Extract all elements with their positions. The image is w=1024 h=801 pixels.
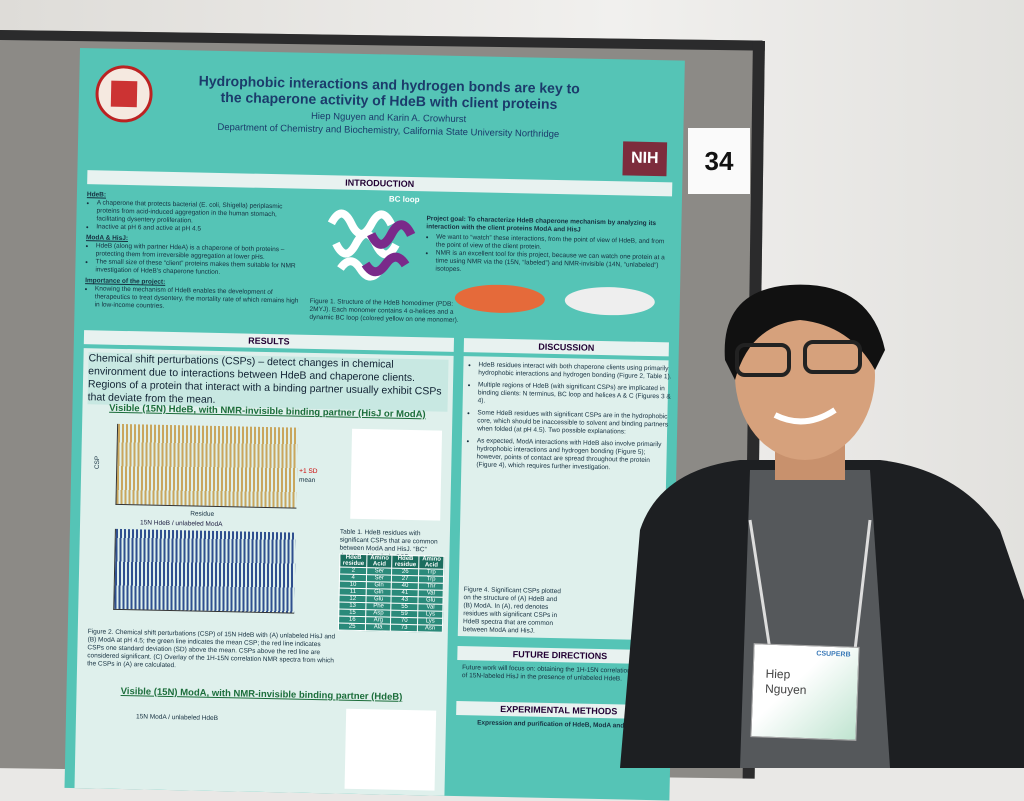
panel-label: 15N HdeB / unlabeled ModA xyxy=(139,519,223,529)
client-structures xyxy=(454,284,655,316)
figure-caption: Figure 2. Chemical shift perturbations (… xyxy=(87,628,336,670)
axis-label: CSP xyxy=(93,455,102,470)
badge-event: CSUPERB xyxy=(816,650,851,659)
table-header-cell: HdeB residue xyxy=(339,554,368,568)
table-header-cell: HdeB residue xyxy=(391,555,420,569)
photo: 34 Hydrophobic interactions and hydrogen… xyxy=(0,0,1024,768)
name-badge: CSUPERB Hiep Nguyen xyxy=(750,643,860,741)
sd-label: +1 SD xyxy=(299,467,318,476)
intro-text: HdeB:A chaperone that protects bacterial… xyxy=(85,188,307,314)
poster: Hydrophobic interactions and hydrogen bo… xyxy=(64,48,685,801)
figure-caption: Figure 1. Structure of the HdeB homodime… xyxy=(309,297,459,324)
csp-table: HdeB residue Amino Acid HdeB residue Amino … xyxy=(338,554,445,633)
structure-label: BC loop xyxy=(388,194,420,205)
intro-list: A chaperone that protects bacterial (E. … xyxy=(86,199,307,236)
table-cell: Asn xyxy=(417,624,443,633)
csp-chart xyxy=(113,528,296,614)
mean-label: mean xyxy=(298,476,316,485)
csp-chart xyxy=(115,423,299,509)
intro-bullet: The small size of these “client” protein… xyxy=(95,258,305,278)
university-seal xyxy=(95,65,153,123)
badge-last-name: Nguyen xyxy=(764,681,807,698)
nmr-spectrum xyxy=(350,428,443,521)
poster-title: Hydrophobic interactions and hydrogen bo… xyxy=(198,72,581,113)
table-cell: 73 xyxy=(390,624,418,632)
figure-caption: Figure 4. Significant CSPs plotted on th… xyxy=(462,586,561,635)
table-header-cell: Amino Acid xyxy=(367,554,392,569)
nmr-spectrum xyxy=(344,708,437,791)
nih-logo: NIH xyxy=(622,141,668,177)
table-row: 25 Ala 73 Asn xyxy=(338,623,443,633)
intro-list: HdeB (along with partner HdeA) is a chap… xyxy=(85,242,306,279)
table-header-cell: Amino Acid xyxy=(419,555,444,570)
board-number: 34 xyxy=(688,128,750,194)
panel-label: 15N ModA / unlabeled HdeB xyxy=(135,713,219,723)
table-cell: 25 xyxy=(338,623,366,631)
protein-structure xyxy=(327,209,416,281)
axis-label: Residue xyxy=(190,510,215,518)
intro-bullet: Knowing the mechanism of HdeB enables th… xyxy=(95,285,305,313)
table-cell: Ala xyxy=(365,623,391,632)
intro-list: Knowing the mechanism of HdeB enables th… xyxy=(85,285,305,314)
badge-first-name: Hiep xyxy=(765,666,791,682)
